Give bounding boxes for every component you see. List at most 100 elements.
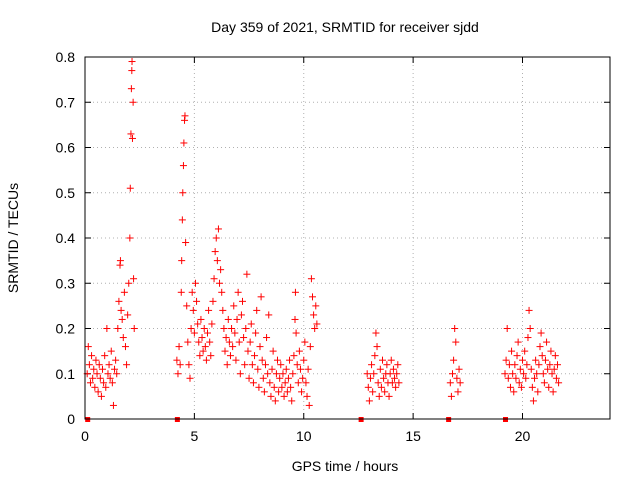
plot-frame [84, 56, 611, 420]
data-point [127, 85, 135, 93]
data-point [511, 361, 519, 369]
data-point [535, 361, 543, 369]
data-point [217, 266, 225, 274]
data-point [255, 383, 263, 391]
data-point [286, 356, 294, 364]
data-point [93, 370, 101, 378]
data-point [91, 383, 99, 391]
data-point [298, 388, 306, 396]
data-point [199, 347, 207, 355]
data-point [295, 347, 303, 355]
data-point [313, 320, 321, 328]
data-point [225, 338, 233, 346]
data-point [388, 379, 396, 387]
data-point [246, 338, 254, 346]
data-point [183, 302, 191, 310]
data-point [522, 374, 530, 382]
data-point [374, 379, 382, 387]
data-point [208, 320, 216, 328]
data-point [263, 334, 271, 342]
data-point [533, 370, 541, 378]
data-point [514, 338, 522, 346]
data-point [254, 365, 262, 373]
data-point [282, 365, 290, 373]
data-point [222, 334, 230, 342]
data-point [244, 347, 252, 355]
data-point [117, 306, 125, 314]
data-point [446, 379, 454, 387]
data-point [126, 234, 134, 242]
data-point [304, 365, 312, 373]
data-point [371, 352, 379, 360]
data-point [191, 279, 199, 287]
data-point [290, 352, 298, 360]
data-point [198, 334, 206, 342]
data-point [111, 365, 119, 373]
data-point [310, 311, 318, 319]
data-point [268, 365, 276, 373]
data-point [205, 306, 213, 314]
data-point [538, 352, 546, 360]
data-point [226, 352, 234, 360]
data-point [186, 374, 194, 382]
data-point [128, 58, 136, 66]
data-point [245, 374, 253, 382]
data-point [302, 379, 310, 387]
data-point [103, 325, 111, 332]
data-point [368, 361, 376, 369]
data-point [451, 325, 459, 332]
data-point [552, 374, 560, 382]
data-point [537, 329, 545, 337]
data-point [284, 374, 292, 382]
data-point [508, 347, 516, 355]
data-point [528, 383, 536, 391]
data-point [270, 383, 278, 391]
data-point [291, 315, 299, 323]
data-point [101, 352, 109, 360]
data-point [364, 383, 372, 391]
data-point [512, 374, 520, 382]
data-point [515, 379, 523, 387]
data-point [253, 306, 261, 314]
data-point [233, 315, 241, 323]
data-point [305, 401, 313, 409]
y-tick-label: 0.3 [56, 275, 76, 291]
data-point [89, 374, 97, 382]
data-point [213, 257, 221, 265]
data-point [311, 325, 319, 332]
data-point [112, 356, 120, 364]
y-tick-label: 0.7 [56, 94, 76, 110]
data-point [266, 379, 274, 387]
data-point [275, 388, 283, 396]
data-point [249, 379, 257, 387]
data-point [548, 370, 556, 378]
data-point [389, 365, 397, 373]
data-point [276, 374, 284, 382]
y-axis-title: SRMTID / TECUs [5, 183, 21, 293]
data-point [102, 383, 110, 391]
data-point [128, 67, 136, 75]
data-point [373, 343, 381, 351]
data-point [231, 329, 239, 337]
data-point [175, 343, 183, 351]
data-point [123, 361, 131, 369]
data-point [259, 374, 267, 382]
data-point [543, 338, 551, 346]
data-points [83, 58, 563, 422]
data-point [267, 392, 275, 400]
data-point [520, 370, 528, 378]
data-point [178, 216, 186, 224]
data-point [92, 356, 100, 364]
data-point [525, 306, 533, 314]
data-point [256, 343, 264, 351]
data-point [202, 356, 210, 364]
data-point [252, 329, 260, 337]
data-point [274, 356, 281, 364]
data-point [130, 325, 138, 332]
data-point [189, 306, 197, 314]
data-point [220, 325, 228, 332]
data-point [223, 361, 231, 369]
data-point [196, 352, 204, 360]
data-point [529, 397, 537, 405]
